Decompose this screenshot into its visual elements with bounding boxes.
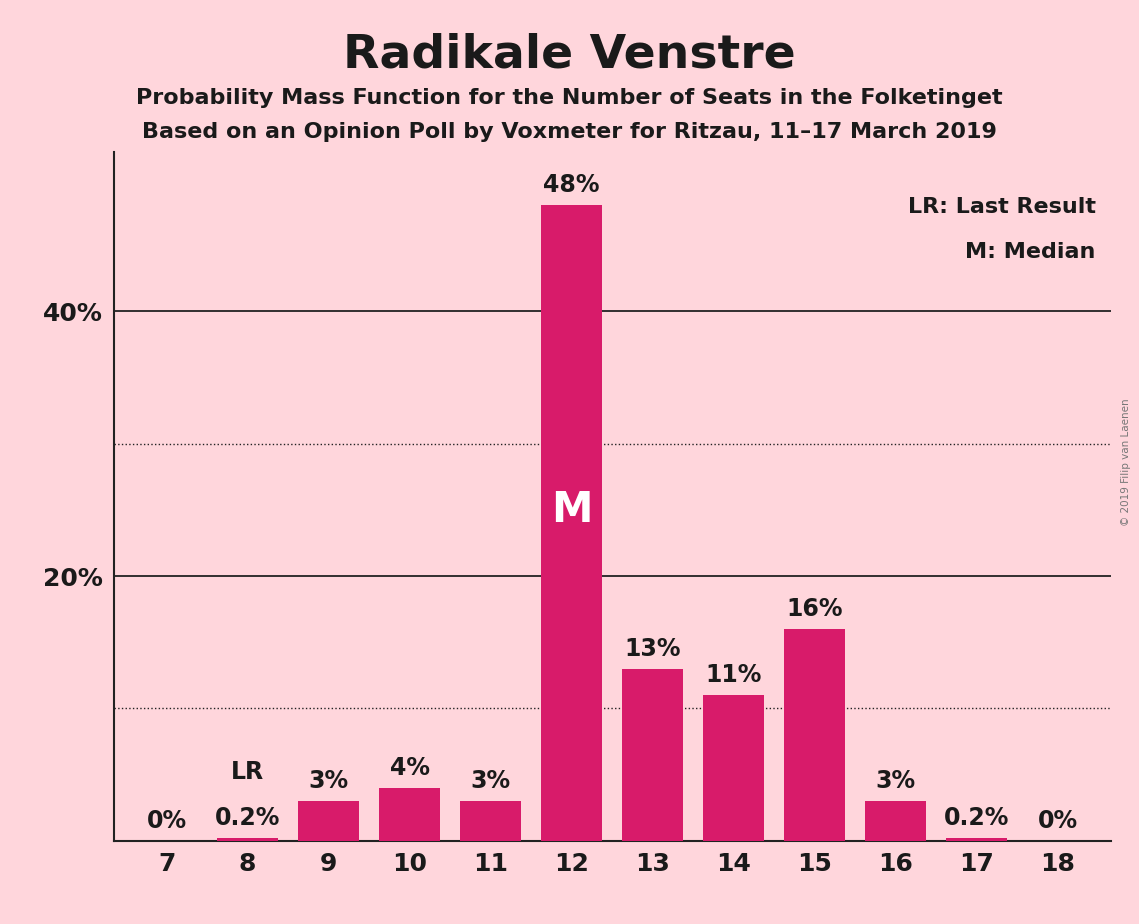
Text: 48%: 48% [543,174,600,198]
Text: 3%: 3% [876,769,916,793]
Bar [218,838,278,841]
Text: 11%: 11% [705,663,762,687]
Text: Based on an Opinion Poll by Voxmeter for Ritzau, 11–17 March 2019: Based on an Opinion Poll by Voxmeter for… [142,122,997,142]
Text: 0%: 0% [147,808,187,833]
Text: Probability Mass Function for the Number of Seats in the Folketinget: Probability Mass Function for the Number… [137,88,1002,108]
Text: 13%: 13% [624,637,681,661]
Text: 3%: 3% [470,769,510,793]
Text: 3%: 3% [309,769,349,793]
Text: LR: LR [231,760,264,784]
Bar [379,788,440,841]
Bar [298,801,359,841]
Text: M: M [551,489,592,531]
Text: Radikale Venstre: Radikale Venstre [343,32,796,78]
Bar [704,695,764,841]
Bar [541,205,603,841]
Text: 4%: 4% [390,756,429,780]
Bar [460,801,521,841]
Bar [622,669,683,841]
Bar [866,801,926,841]
Bar [947,838,1007,841]
Text: © 2019 Filip van Laenen: © 2019 Filip van Laenen [1121,398,1131,526]
Text: M: Median: M: Median [965,242,1096,261]
Text: 0%: 0% [1038,808,1077,833]
Text: 16%: 16% [787,597,843,621]
Bar [785,629,845,841]
Text: 0.2%: 0.2% [215,807,280,831]
Text: LR: Last Result: LR: Last Result [908,197,1096,217]
Text: 0.2%: 0.2% [944,807,1009,831]
